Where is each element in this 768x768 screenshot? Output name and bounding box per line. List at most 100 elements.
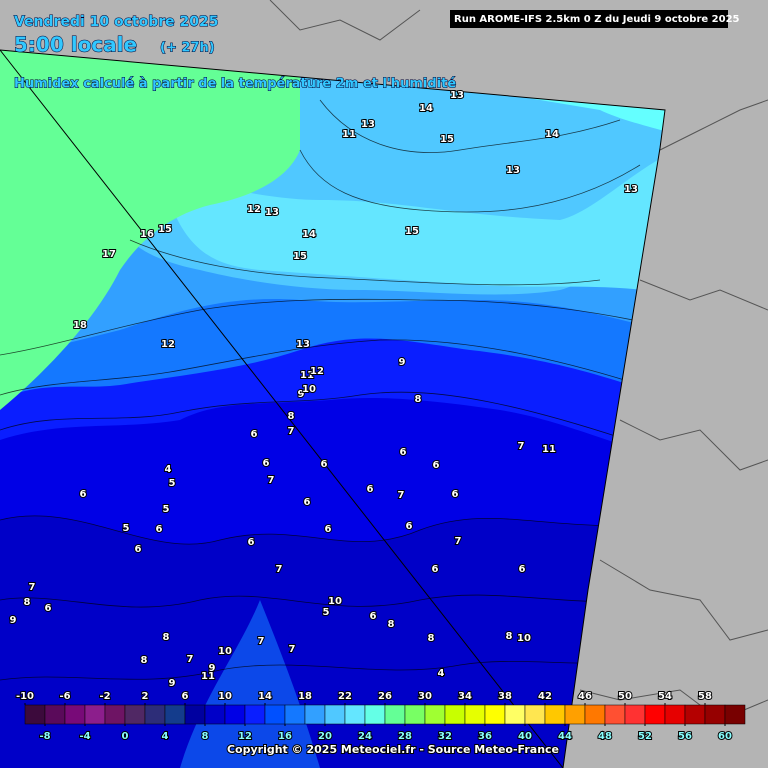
contour-label: 12 <box>247 204 261 215</box>
colorbar-cell <box>484 704 506 725</box>
contour-label: 15 <box>293 251 307 262</box>
contour-label: 6 <box>325 524 332 535</box>
colorbar-cell <box>324 704 346 725</box>
date: Vendredi 10 octobre 2025 <box>14 14 219 30</box>
contour-label: 18 <box>73 320 87 331</box>
contour-label: 16 <box>140 229 154 240</box>
colorbar-top-label: 6 <box>182 691 189 702</box>
contour-label: 10 <box>218 646 232 657</box>
colorbar-cell <box>684 704 706 725</box>
contour-label: 6 <box>370 611 377 622</box>
colorbar-cell <box>64 704 86 725</box>
contour-label: 9 <box>10 615 17 626</box>
colorbar-cell <box>424 704 446 725</box>
lead: (+ 27h) <box>160 41 215 56</box>
colorbar-top-label: 46 <box>578 691 592 702</box>
colorbar-cell <box>104 704 126 725</box>
colorbar-bottom-label: 12 <box>238 731 252 742</box>
contour-label: 15 <box>158 224 172 235</box>
contour-label: 13 <box>265 207 279 218</box>
colorbar-top-label: 26 <box>378 691 392 702</box>
colorbar-cell <box>544 704 566 725</box>
colorbar-bottom-label: 28 <box>398 731 412 742</box>
contour-label: 5 <box>169 478 176 489</box>
contour-label: 13 <box>624 184 638 195</box>
colorbar-bottom-label: 48 <box>598 731 612 742</box>
colorbar-cell <box>244 704 266 725</box>
contour-label: 7 <box>455 536 462 547</box>
colorbar-cell <box>164 704 186 725</box>
subtitle: Humidex calculé à partir de la températu… <box>14 77 456 92</box>
contour-label: 10 <box>517 633 531 644</box>
contour-label: 12 <box>310 366 324 377</box>
borders <box>269 0 768 721</box>
contour-label: 14 <box>419 103 433 114</box>
colorbar-cell <box>364 704 386 725</box>
contour-label: 9 <box>209 663 216 674</box>
contour-label: 13 <box>296 339 310 350</box>
colorbar-cell <box>304 704 326 725</box>
contour-label: 5 <box>323 607 330 618</box>
contour-label: 6 <box>156 524 163 535</box>
contour-label: 5 <box>163 504 170 515</box>
contour-label: 6 <box>304 497 311 508</box>
colorbar-bottom-label: 0 <box>122 731 129 742</box>
contour-label: 5 <box>123 523 130 534</box>
contour-label: 6 <box>251 429 258 440</box>
contour-label: 7 <box>289 644 296 655</box>
colorbar-top-label: -6 <box>59 691 70 702</box>
contour-label: 8 <box>141 655 148 666</box>
contour-label: 6 <box>519 564 526 575</box>
contour-label: 9 <box>399 357 406 368</box>
contour-label: 7 <box>29 582 36 593</box>
contour-label: 7 <box>276 564 283 575</box>
colorbar-cell <box>624 704 646 725</box>
colorbar-cell <box>724 704 746 725</box>
colorbar-cell <box>604 704 626 725</box>
contour-label: 10 <box>302 384 316 395</box>
colorbar-top-label: 10 <box>218 691 232 702</box>
contour-label: 15 <box>405 226 419 237</box>
contour-label: 7 <box>398 490 405 501</box>
contour-label: 11 <box>542 444 556 455</box>
contour-label: 13 <box>361 119 375 130</box>
colorbar-cell <box>24 704 46 725</box>
contour-label: 9 <box>298 389 305 400</box>
colorbar-cell <box>284 704 306 725</box>
colorbar-cell <box>644 704 666 725</box>
domain-outline <box>0 49 666 768</box>
contour-label: 8 <box>24 597 31 608</box>
contour-label: 11 <box>201 671 215 682</box>
time: 5:00 locale <box>14 33 137 57</box>
contour-label: 17 <box>102 249 116 260</box>
colorbar-top-label: -2 <box>99 691 110 702</box>
colorbar-top-label: 2 <box>142 691 149 702</box>
colorbar-cell <box>224 704 246 725</box>
colorbar-top-label: 38 <box>498 691 512 702</box>
contour-label: 15 <box>440 134 454 145</box>
colorbar-bottom-label: 16 <box>278 731 292 742</box>
contour-label: 7 <box>518 441 525 452</box>
contour-label: 7 <box>268 475 275 486</box>
colorbar-cell <box>124 704 146 725</box>
colorbar-cell <box>524 704 546 725</box>
contour-label: 11 <box>342 129 356 140</box>
contour-label: 8 <box>506 631 513 642</box>
colorbar-cell <box>44 704 66 725</box>
contour-label: 14 <box>302 229 316 240</box>
colorbar-top-label: -10 <box>16 691 34 702</box>
colorbar-bottom-label: -4 <box>79 731 90 742</box>
colorbar-cell <box>664 704 686 725</box>
colorbar-cell <box>564 704 586 725</box>
contour-label: 14 <box>545 129 559 140</box>
contour-label: 9 <box>169 678 176 689</box>
colorbar: -10 -6 -2 2 6 10 14 18 22 26 30 34 38 42 46 50 54 58-8 -4 0… <box>15 690 746 743</box>
colorbar-top-label: 42 <box>538 691 552 702</box>
colorbar-top-label: 54 <box>658 691 672 702</box>
contour-label: 4 <box>165 464 172 475</box>
colorbar-cell <box>464 704 486 725</box>
colorbar-bottom-label: 36 <box>478 731 492 742</box>
contour-label: 8 <box>415 394 422 405</box>
copyright: Copyright © 2025 Meteociel.fr - Source M… <box>227 743 559 756</box>
